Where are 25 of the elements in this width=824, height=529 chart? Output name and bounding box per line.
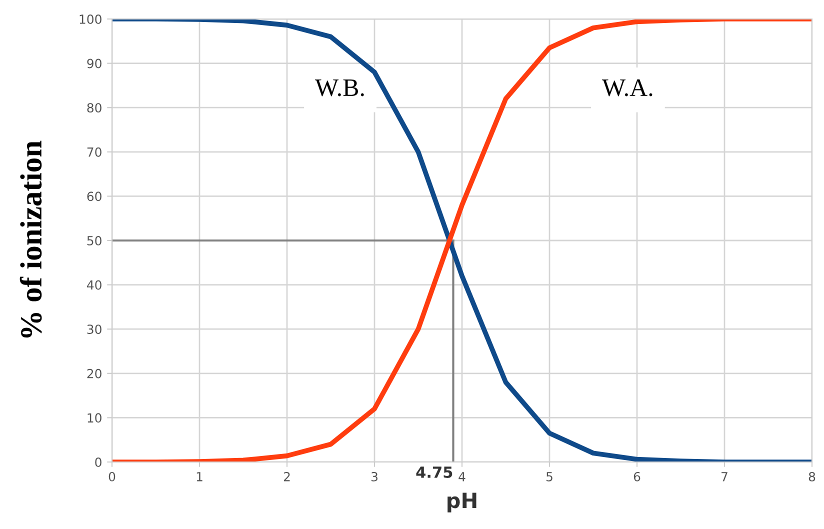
y-axis-title: % of ionization [20, 140, 42, 338]
x-tick-label: 0 [108, 472, 116, 482]
x-tick-label: 3 [371, 472, 378, 482]
y-tick-label: 30 [87, 324, 102, 334]
x-tick-label: 5 [546, 472, 552, 482]
y-tick-label: 100 [80, 14, 102, 24]
x-tick-label: 7 [722, 472, 728, 482]
y-tick-label: 90 [87, 58, 102, 68]
annotation: W.B. [315, 80, 364, 96]
x-axis-title: pH [448, 492, 476, 512]
x-tick-label: 8 [808, 472, 816, 482]
x-tick-label: 4 [458, 472, 466, 482]
y-tick-label: 80 [87, 103, 102, 113]
x-tick-label: 6 [634, 472, 640, 482]
y-tick-label: 20 [87, 368, 102, 378]
y-tick-label: 70 [87, 147, 102, 157]
y-tick-label: 10 [88, 413, 102, 423]
x-tick-label: 1 [196, 472, 202, 482]
annotation: W.A. [602, 79, 652, 96]
y-tick-label: 40 [86, 280, 102, 290]
y-tick-label: 0 [95, 457, 102, 467]
x-tick-label: 2 [284, 472, 290, 482]
text: 4.75 [416, 466, 452, 478]
y-tick-label: 50 [87, 236, 102, 246]
y-tick-label: 60 [87, 192, 102, 202]
